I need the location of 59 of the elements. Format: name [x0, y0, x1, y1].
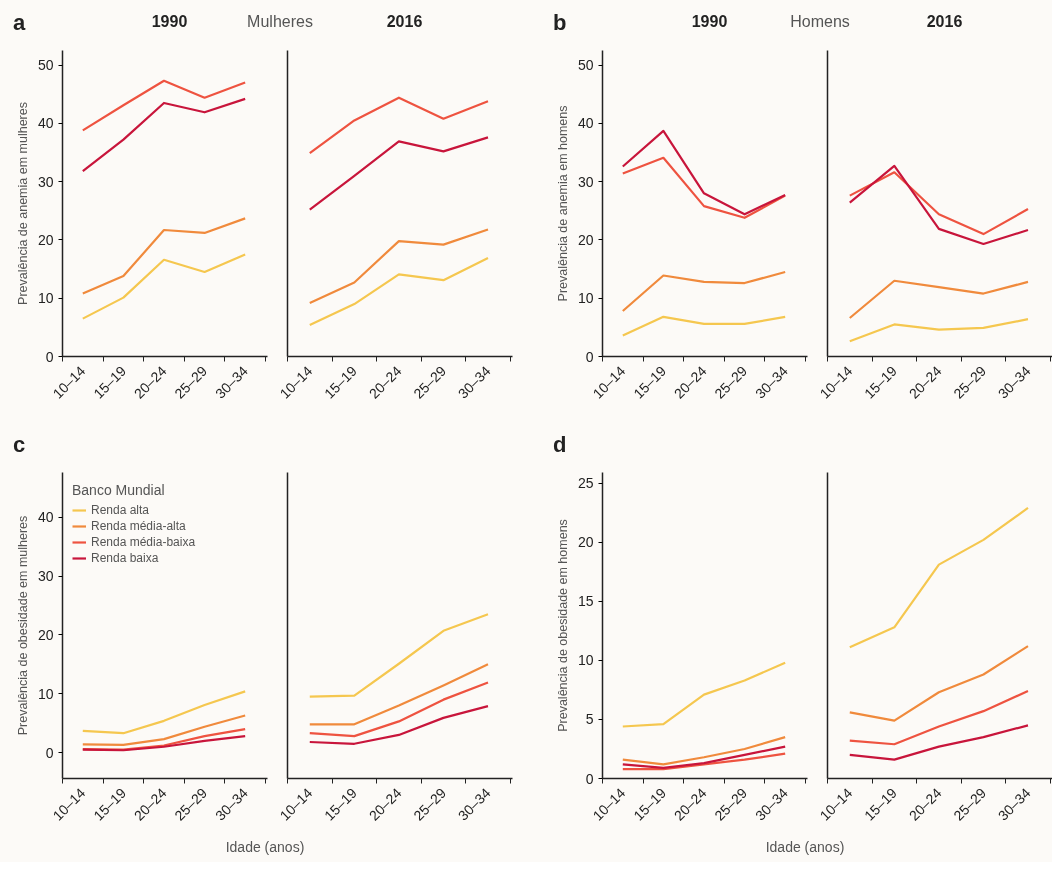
legend-title: Banco Mundial: [72, 482, 166, 498]
line-series: [621, 745, 787, 769]
line-series: [621, 156, 787, 219]
legend-label: Renda média-alta: [91, 519, 186, 533]
y-tick-label: 40: [37, 115, 54, 132]
legend-label: Renda baixa: [91, 551, 159, 565]
line-series: [621, 129, 787, 216]
y-tick-label: 40: [577, 115, 594, 132]
line-series: [81, 97, 247, 173]
y-tick-label: 25: [577, 475, 594, 492]
legend-label: Renda média-baixa: [91, 535, 196, 549]
line-series: [81, 217, 247, 295]
y-tick-label: 50: [37, 57, 54, 74]
y-tick-label: 40: [37, 509, 54, 526]
y-tick-label: 20: [37, 626, 54, 643]
line-series: [621, 661, 787, 728]
y-tick-label: 20: [577, 534, 594, 551]
line-series: [621, 270, 787, 313]
line-series: [81, 253, 247, 320]
y-tick-label: 10: [37, 685, 54, 702]
line-series: [621, 752, 787, 771]
line-series: [81, 79, 247, 132]
y-tick-label: 15: [577, 593, 594, 610]
y-axis-title: Prevalência de obesidade em homens: [555, 519, 570, 732]
y-tick-label: 0: [45, 744, 54, 761]
line-series: [81, 714, 247, 747]
y-axis-title: Prevalência de obesidade em mulheres: [15, 515, 30, 736]
line-series: [81, 727, 247, 751]
y-tick-label: 0: [585, 770, 594, 787]
y-tick-label: 10: [577, 652, 594, 669]
line-series: [81, 690, 247, 735]
y-tick-label: 30: [37, 173, 54, 190]
line-series: [81, 735, 247, 752]
y-axis-title: Prevalência de anemia em homens: [555, 105, 570, 302]
line-series: [621, 736, 787, 766]
chart-subtitle: Mulheres: [246, 12, 314, 32]
chart-title: 2016: [925, 12, 964, 32]
chart-title: 2016: [385, 12, 424, 32]
y-tick-label: 20: [577, 231, 594, 248]
y-tick-label: 10: [37, 290, 54, 307]
text: b: [553, 9, 567, 37]
chart-subtitle: Homens: [789, 12, 851, 32]
y-axis-title: Prevalência de anemia em mulheres: [15, 102, 30, 305]
legend-label: Renda alta: [91, 503, 150, 517]
chart-title: 1990: [690, 12, 729, 32]
y-tick-label: 50: [577, 57, 594, 74]
y-tick-label: 0: [585, 348, 594, 365]
y-tick-label: 5: [585, 711, 594, 728]
y-tick-label: 0: [45, 348, 54, 365]
x-axis-title: Idade (anos): [5, 837, 525, 857]
y-tick-label: 20: [37, 231, 54, 248]
y-tick-label: 30: [577, 173, 594, 190]
x-axis-title: Idade (anos): [545, 837, 1052, 857]
text: a: [13, 9, 26, 37]
y-tick-label: 30: [37, 568, 54, 585]
chart-title: 1990: [150, 12, 189, 32]
text: d: [553, 431, 567, 459]
y-tick-label: 10: [577, 290, 594, 307]
text: c: [13, 431, 26, 459]
